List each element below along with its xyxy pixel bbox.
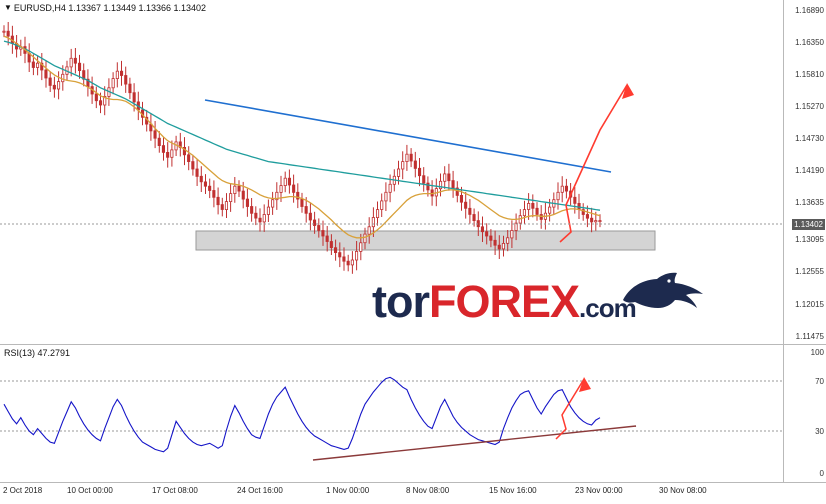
rsi-indicator-label: RSI(13) 47.2791 — [4, 348, 71, 358]
price-y-tick: 1.13635 — [795, 198, 824, 207]
rsi-line — [3, 376, 601, 453]
ma-fast-line — [3, 35, 601, 239]
time-tick: 30 Nov 08:00 — [659, 486, 707, 495]
symbol-quote-line: ▼ EURUSD,H4 1.13367 1.13449 1.13366 1.134… — [4, 3, 206, 13]
price-panel: ▼ EURUSD,H4 1.13367 1.13449 1.13366 1.134… — [0, 0, 826, 345]
price-y-tick: 1.14730 — [795, 134, 824, 143]
price-y-tick: 1.15810 — [795, 70, 824, 79]
collapse-icon[interactable]: ▼ — [4, 3, 12, 12]
time-tick: 24 Oct 16:00 — [237, 486, 283, 495]
rsi-y-tick: 100 — [810, 348, 824, 357]
rsi-forecast-arrow — [555, 377, 591, 440]
time-tick: 2 Oct 2018 — [3, 486, 43, 495]
last-price-tag: 1.13402 — [792, 219, 825, 230]
candlestick-series — [2, 22, 602, 274]
rsi-trendline — [312, 425, 637, 461]
rsi-plot-area — [0, 345, 783, 482]
rsi-panel: RSI(13) 47.2791 100 70 30 0 — [0, 345, 826, 483]
price-y-tick: 1.14190 — [795, 166, 824, 175]
price-y-tick: 1.12555 — [795, 267, 824, 276]
time-tick: 15 Nov 16:00 — [489, 486, 537, 495]
price-y-tick: 1.16890 — [795, 6, 824, 15]
forecast-arrow — [559, 83, 634, 243]
time-tick: 10 Oct 00:00 — [67, 486, 113, 495]
rsi-y-axis: 100 70 30 0 — [783, 345, 826, 482]
time-tick: 23 Nov 00:00 — [575, 486, 623, 495]
rsi-y-tick: 30 — [815, 427, 824, 436]
price-y-axis: 1.16890 1.16350 1.15810 1.15270 1.14730 … — [783, 0, 826, 344]
symbol-quote-text: EURUSD,H4 1.13367 1.13449 1.13366 1.1340… — [13, 3, 207, 13]
rsi-series-svg — [0, 376, 783, 461]
price-y-tick: 1.15270 — [795, 102, 824, 111]
support-zone — [195, 230, 656, 251]
rsi-y-tick: 70 — [815, 377, 824, 386]
price-series-svg — [0, 22, 783, 274]
price-y-tick: 1.16350 — [795, 38, 824, 47]
time-axis: 2 Oct 2018 10 Oct 00:00 17 Oct 08:00 24 … — [0, 483, 826, 504]
price-y-tick: 1.13095 — [795, 235, 824, 244]
price-plot-area — [0, 22, 783, 274]
time-tick: 17 Oct 08:00 — [152, 486, 198, 495]
descending-trendline — [204, 99, 612, 173]
ma-slow-line — [3, 40, 601, 211]
price-y-tick: 1.12015 — [795, 300, 824, 309]
price-y-tick: 1.11475 — [795, 332, 824, 341]
time-tick: 8 Nov 08:00 — [406, 486, 450, 495]
rsi-y-tick: 0 — [819, 469, 824, 478]
time-tick: 1 Nov 00:00 — [326, 486, 370, 495]
